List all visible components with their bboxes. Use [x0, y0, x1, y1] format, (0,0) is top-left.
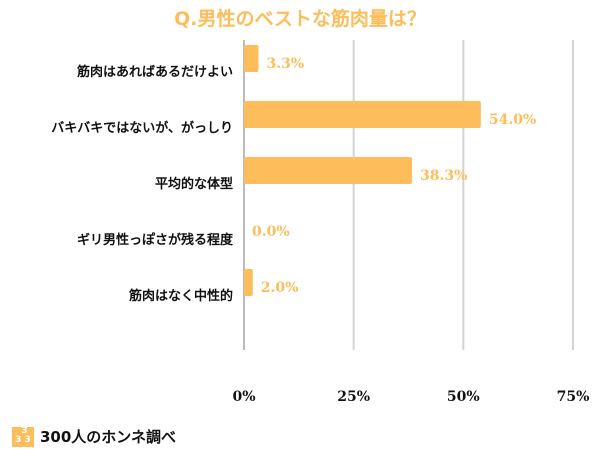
bar — [244, 45, 259, 72]
x-tick-label: 25% — [337, 389, 370, 405]
category-label: 平均的な体型 — [155, 176, 233, 192]
x-tick-label: 75% — [557, 389, 590, 405]
bar — [244, 269, 253, 296]
data-label: 0.0% — [252, 224, 290, 240]
category-label: ギリ男性っぽさが残る程度 — [77, 232, 234, 248]
category-label: 筋肉はなく中性的 — [128, 288, 233, 304]
data-label: 2.0% — [261, 280, 299, 296]
category-label: バキバキではないが、がっしり — [51, 120, 233, 136]
bar — [244, 157, 413, 184]
chart-title: Q.男性のベストな筋肉量は？ — [174, 8, 426, 30]
category-label: 筋肉はあればあるだけよい — [76, 64, 233, 80]
bar — [244, 101, 481, 128]
data-label: 3.3% — [266, 56, 304, 72]
x-tick-label: 0% — [232, 389, 255, 405]
x-tick-label: 50% — [447, 389, 480, 405]
data-label: 38.3% — [420, 168, 467, 184]
data-label: 54.0% — [489, 112, 536, 128]
source-label: 300人のホンネ調べ — [40, 428, 177, 446]
